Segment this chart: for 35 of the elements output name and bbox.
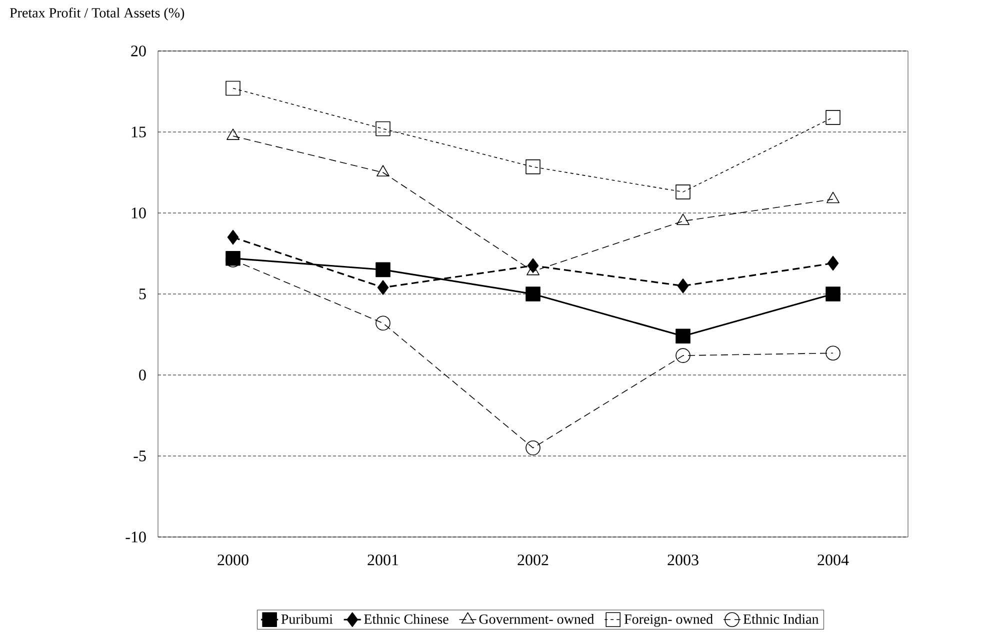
y-tick-label: -5 (134, 450, 146, 462)
y-tick-label: -10 (126, 532, 146, 542)
point (826, 110, 840, 125)
legend-label: Foreign- owned (624, 614, 713, 627)
x-tick-label: 2002 (518, 554, 548, 566)
legend-label: Ethnic Indian (743, 614, 819, 624)
legend-label: Puribumi (281, 614, 333, 624)
legend-label: Government- owned (479, 614, 594, 624)
point (526, 286, 540, 302)
legend-label: Ethnic Chinese (364, 614, 448, 624)
point (676, 184, 690, 200)
point (827, 256, 839, 271)
point (826, 346, 840, 361)
x-tick-label: 2004 (818, 554, 849, 566)
y-tick-label: 10 (132, 208, 146, 218)
x-tick-label: 2003 (668, 554, 698, 566)
point (226, 80, 240, 96)
y-axis-title: Pretax Profit / Total Assets (%) (10, 8, 184, 20)
point (677, 278, 689, 294)
point (526, 440, 540, 456)
y-tick-label: 15 (132, 126, 146, 138)
point (227, 230, 239, 245)
point (676, 348, 690, 363)
y-tick-label: 20 (131, 46, 146, 56)
point (376, 316, 390, 331)
y-tick-label: 0 (139, 370, 146, 380)
point (376, 262, 390, 278)
x-tick-label: 2001 (368, 554, 398, 566)
point (826, 286, 840, 302)
y-tick-label: 5 (139, 288, 146, 300)
point (676, 328, 690, 344)
point (526, 159, 540, 174)
point (376, 121, 390, 136)
point (377, 280, 389, 295)
x-tick-label: 2000 (218, 554, 248, 566)
